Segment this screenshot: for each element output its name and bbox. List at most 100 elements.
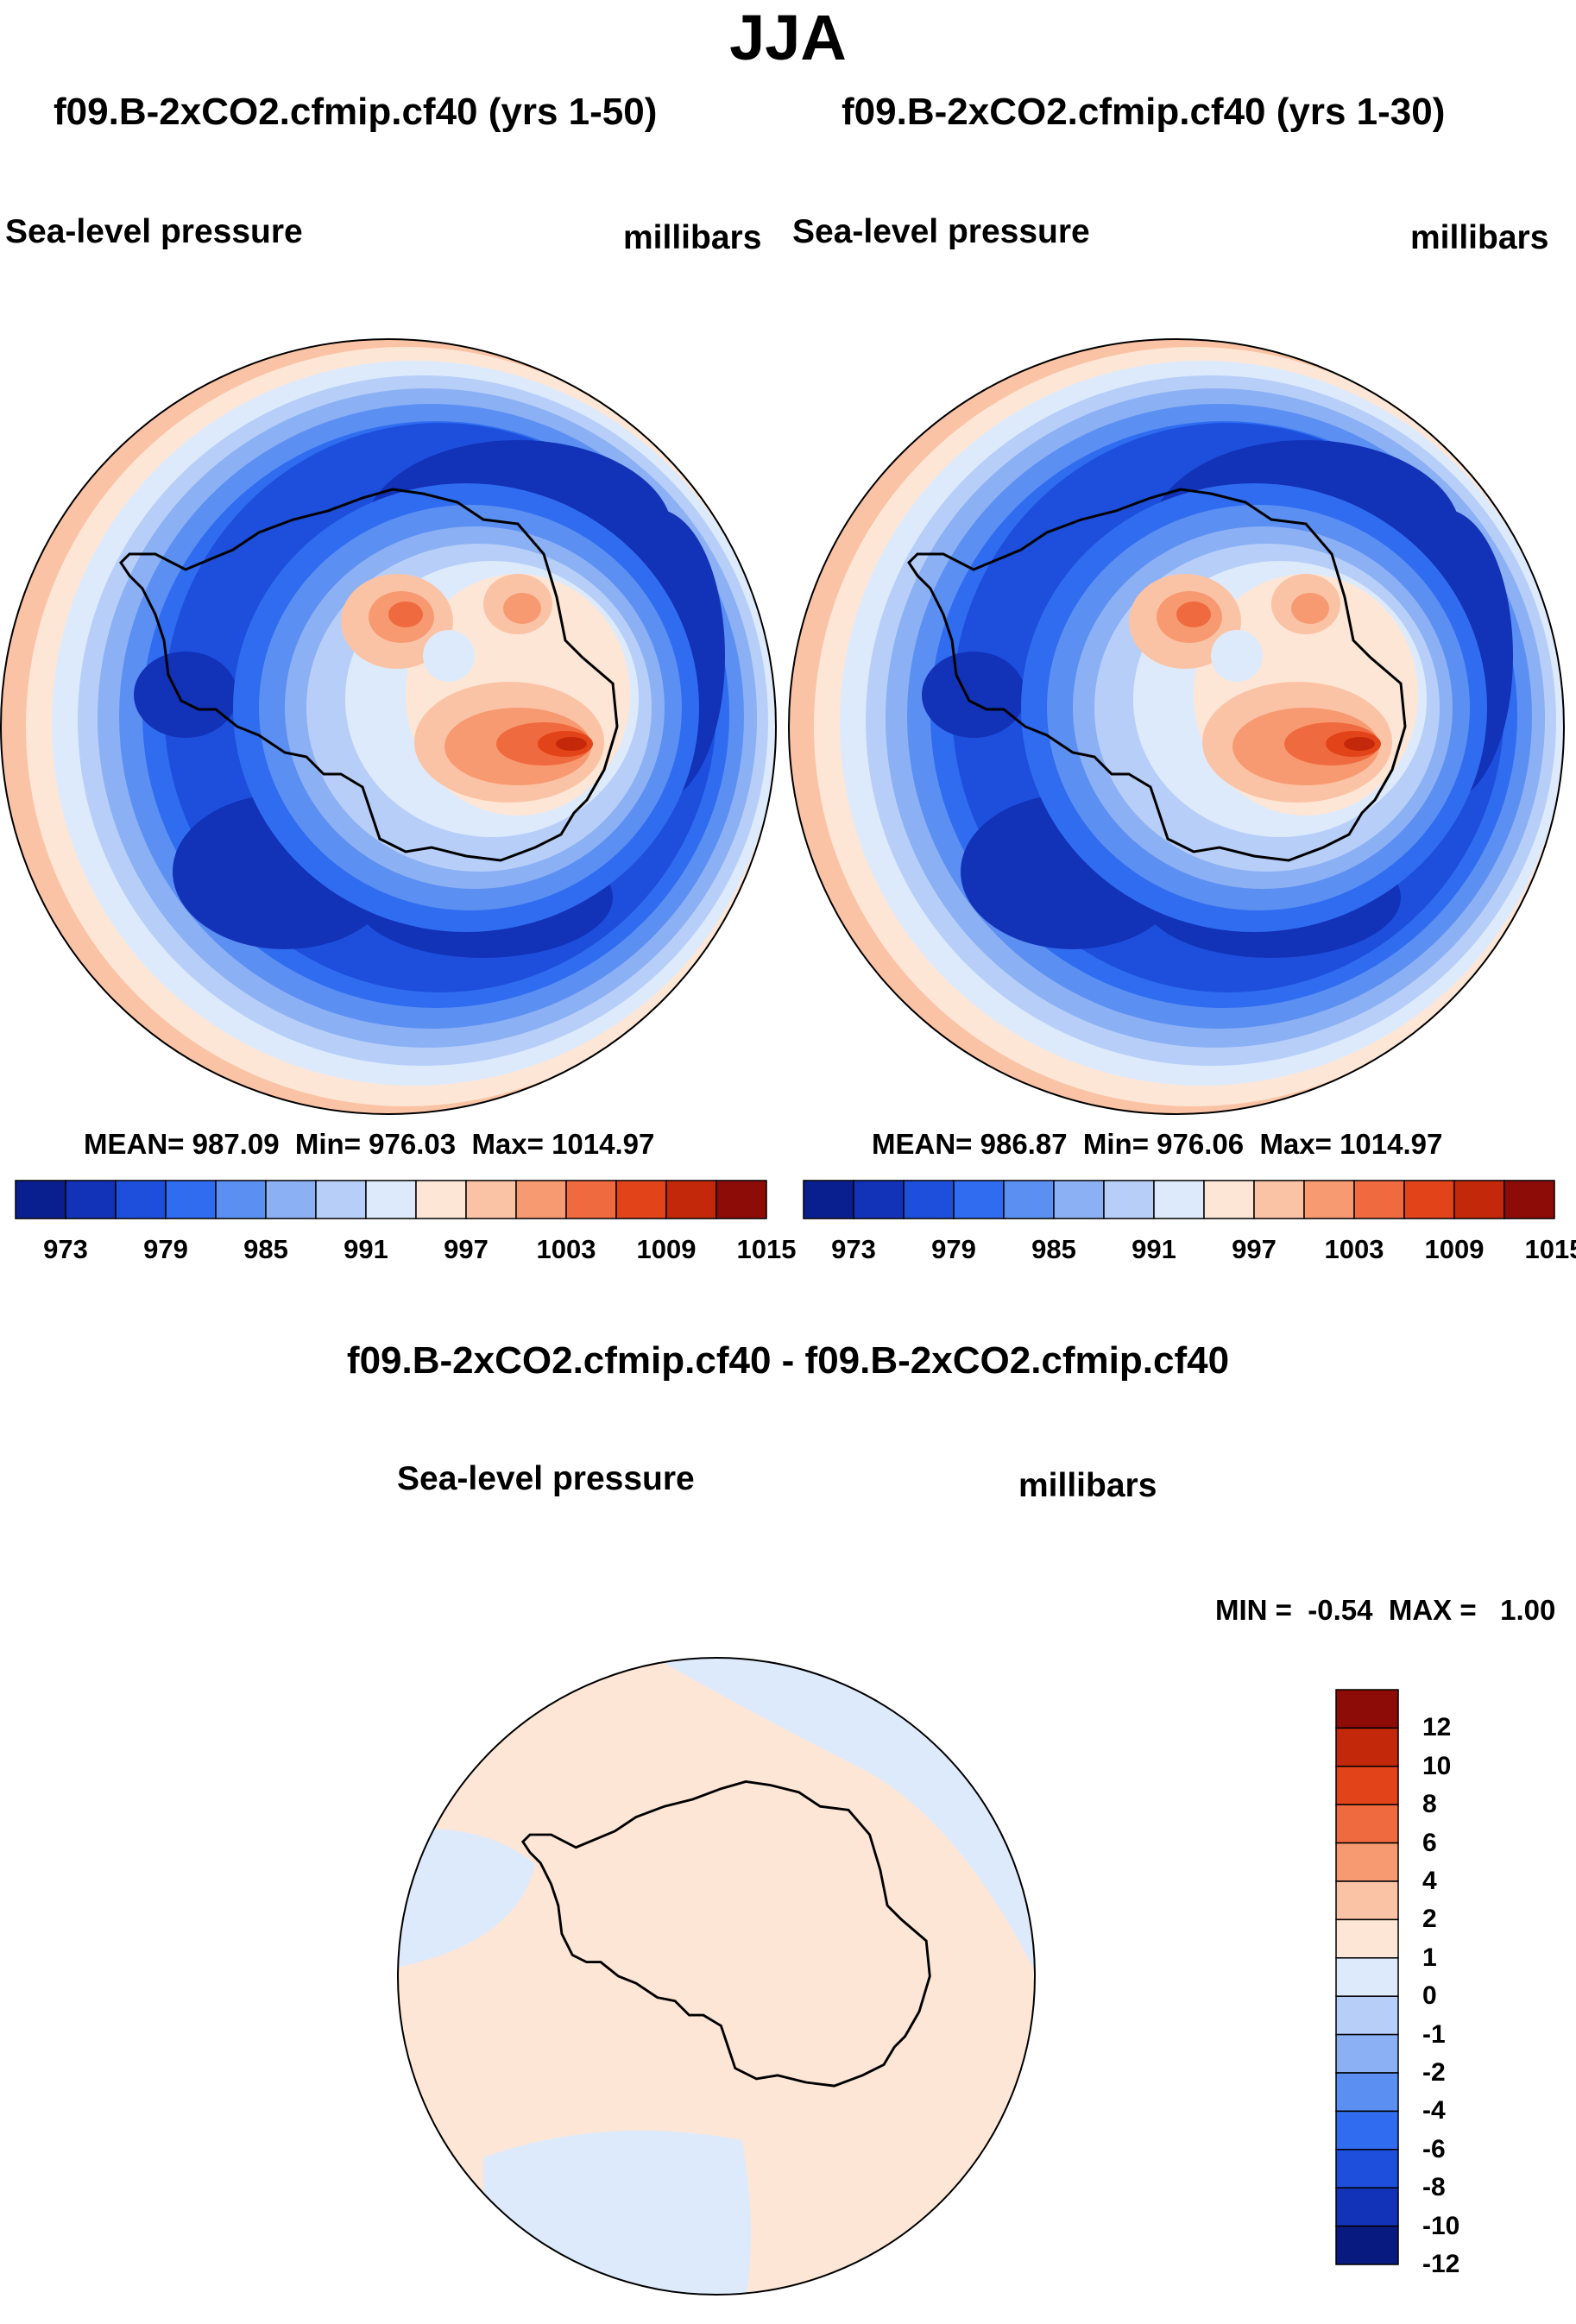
difference-colorbar bbox=[1335, 1689, 1399, 2265]
difference-colorbar-swatch bbox=[1335, 2110, 1399, 2151]
difference-colorbar-tick-label: 0 bbox=[1422, 1981, 1437, 2011]
panel-1-max-value: 1014.97 bbox=[552, 1128, 655, 1160]
difference-colorbar-swatch bbox=[1335, 2149, 1399, 2189]
panel-1-colorbar-swatch bbox=[465, 1180, 517, 1219]
difference-colorbar-tick-label: 4 bbox=[1422, 1867, 1437, 1895]
panel-2-colorbar-tick-label: 1009 bbox=[1424, 1234, 1485, 1264]
panel-2-colorbar-swatch bbox=[1303, 1180, 1355, 1219]
difference-title: f09.B-2xCO2.cfmip.cf40 - f09.B-2xCO2.cfm… bbox=[346, 1339, 1230, 1382]
difference-colorbar-swatch bbox=[1335, 2225, 1399, 2265]
panel-2-colorbar-swatch bbox=[953, 1180, 1005, 1219]
difference-colorbar-tick-label: 12 bbox=[1422, 1713, 1452, 1742]
panel-1-map bbox=[0, 338, 777, 1115]
difference-max-value: 1.00 bbox=[1500, 1594, 1556, 1626]
difference-colorbar-swatch bbox=[1335, 1880, 1399, 1921]
difference-colorbar-swatch bbox=[1335, 1727, 1399, 1767]
difference-colorbar-tick-label: -1 bbox=[1422, 2019, 1446, 2049]
panel-2-map bbox=[788, 338, 1565, 1115]
panel-1-colorbar-tick-label: 1009 bbox=[636, 1234, 697, 1264]
panel-1-colorbar-swatch bbox=[665, 1180, 717, 1219]
panel-2-colorbar-swatch bbox=[1453, 1180, 1505, 1219]
panel-2-colorbar-swatch bbox=[1103, 1180, 1155, 1219]
panel-2-colorbar-tick-label: 1015 bbox=[1524, 1234, 1576, 1264]
panel-1-min-value: 976.03 bbox=[369, 1128, 457, 1160]
difference-colorbar-tick-label: 6 bbox=[1422, 1828, 1437, 1857]
panel-2-colorbar-swatch bbox=[1353, 1180, 1405, 1219]
difference-colorbar-swatch bbox=[1335, 2033, 1399, 2074]
panel-2-max-value: 1014.97 bbox=[1340, 1128, 1443, 1160]
difference-map bbox=[397, 1657, 1036, 2296]
panel-2-colorbar-swatch bbox=[1153, 1180, 1205, 1219]
panel-1-colorbar-tick-label: 997 bbox=[444, 1234, 489, 1264]
difference-min-label: MIN = bbox=[1215, 1594, 1292, 1626]
panel-1-colorbar-swatch bbox=[716, 1180, 767, 1219]
panel-2-colorbar bbox=[803, 1180, 1555, 1219]
panel-1-colorbar-swatch bbox=[415, 1180, 467, 1219]
difference-colorbar-tick-label: -10 bbox=[1422, 2211, 1460, 2240]
panel-1-stats: MEAN= 987.09 Min= 976.03 Max= 1014.97 bbox=[84, 1127, 654, 1162]
panel-2-colorbar-swatch bbox=[903, 1180, 955, 1219]
panel-1-colorbar bbox=[15, 1180, 767, 1219]
difference-colorbar-tick-label: 2 bbox=[1422, 1905, 1437, 1934]
panel-1-colorbar-swatch bbox=[15, 1180, 66, 1219]
difference-colorbar-swatch bbox=[1335, 1804, 1399, 1844]
difference-colorbar-tick-label: -6 bbox=[1422, 2134, 1446, 2163]
panel-1-colorbar-swatch bbox=[65, 1180, 117, 1219]
panel-1-colorbar-swatch bbox=[165, 1180, 217, 1219]
difference-variable-label: Sea-level pressure bbox=[397, 1460, 695, 1497]
difference-colorbar-swatch bbox=[1335, 1918, 1399, 1959]
panel-2-colorbar-tick-label: 973 bbox=[831, 1234, 876, 1264]
difference-colorbar-tick-label: 10 bbox=[1422, 1751, 1452, 1780]
panel-1-variable-label: Sea-level pressure bbox=[5, 213, 303, 250]
panel-2-colorbar-swatch bbox=[1253, 1180, 1305, 1219]
panel-1-colorbar-swatch bbox=[365, 1180, 417, 1219]
panel-2-colorbar-tick-label: 1003 bbox=[1324, 1234, 1384, 1264]
difference-colorbar-swatch bbox=[1335, 2072, 1399, 2113]
difference-colorbar-swatch bbox=[1335, 1766, 1399, 1805]
panel-1-colorbar-tick-label: 1003 bbox=[536, 1234, 596, 1264]
panel-1-title: f09.B-2xCO2.cfmip.cf40 (yrs 1-50) bbox=[54, 91, 658, 133]
figure-title: JJA bbox=[729, 2, 847, 73]
panel-2-title: f09.B-2xCO2.cfmip.cf40 (yrs 1-30) bbox=[842, 91, 1446, 133]
difference-colorbar-swatch bbox=[1335, 1842, 1399, 1882]
panel-2-colorbar-swatch bbox=[853, 1180, 905, 1219]
difference-colorbar-swatch bbox=[1335, 2187, 1399, 2227]
panel-1-colorbar-swatch bbox=[115, 1180, 167, 1219]
difference-max-label: MAX = bbox=[1388, 1594, 1477, 1626]
panel-2-colorbar-swatch bbox=[1053, 1180, 1105, 1219]
panel-2-min-label: Min= bbox=[1082, 1128, 1149, 1160]
panel-1-mean-value: 987.09 bbox=[192, 1128, 280, 1160]
panel-1-colorbar-swatch bbox=[515, 1180, 567, 1219]
panel-2-max-label: Max= bbox=[1259, 1128, 1332, 1160]
difference-units-label: millibars bbox=[1018, 1467, 1157, 1504]
panel-2-stats: MEAN= 986.87 Min= 976.06 Max= 1014.97 bbox=[872, 1127, 1442, 1162]
panel-1-colorbar-tick-label: 973 bbox=[43, 1234, 88, 1264]
panel-2-colorbar-tick-label: 997 bbox=[1232, 1234, 1277, 1264]
panel-1-colorbar-swatch bbox=[615, 1180, 667, 1219]
panel-2-colorbar-swatch bbox=[1203, 1180, 1255, 1219]
difference-colorbar-tick-label: -2 bbox=[1422, 2058, 1446, 2087]
panel-2-colorbar-tick-label: 991 bbox=[1132, 1234, 1176, 1264]
panel-2-mean-value: 986.87 bbox=[980, 1128, 1068, 1160]
panel-2-colorbar-swatch bbox=[803, 1180, 854, 1219]
panel-2-units-label: millibars bbox=[1410, 219, 1549, 256]
difference-colorbar-tick-label: -12 bbox=[1422, 2250, 1460, 2278]
panel-1-colorbar-tick-label: 1015 bbox=[736, 1234, 797, 1264]
panel-2-min-value: 976.06 bbox=[1157, 1128, 1245, 1160]
panel-1-colorbar-swatch bbox=[215, 1180, 267, 1219]
panel-2-colorbar-swatch bbox=[1003, 1180, 1055, 1219]
difference-min-value: -0.54 bbox=[1308, 1594, 1373, 1626]
panel-1-colorbar-tick-label: 991 bbox=[344, 1234, 388, 1264]
difference-minmax: MIN = -0.54 MAX = 1.00 bbox=[1215, 1593, 1555, 1628]
panel-2-colorbar-tick-label: 985 bbox=[1031, 1234, 1076, 1264]
panel-1-mean-label: MEAN= bbox=[84, 1128, 185, 1160]
difference-colorbar-tick-label: -4 bbox=[1422, 2096, 1446, 2126]
panel-1-colorbar-swatch bbox=[565, 1180, 617, 1219]
panel-1-colorbar-tick-label: 979 bbox=[143, 1234, 188, 1264]
difference-colorbar-tick-label: 8 bbox=[1422, 1790, 1437, 1819]
panel-1-min-label: Min= bbox=[294, 1128, 361, 1160]
panel-2-mean-label: MEAN= bbox=[872, 1128, 973, 1160]
difference-colorbar-tick-label: 1 bbox=[1422, 1943, 1437, 1972]
panel-1-units-label: millibars bbox=[623, 219, 762, 256]
